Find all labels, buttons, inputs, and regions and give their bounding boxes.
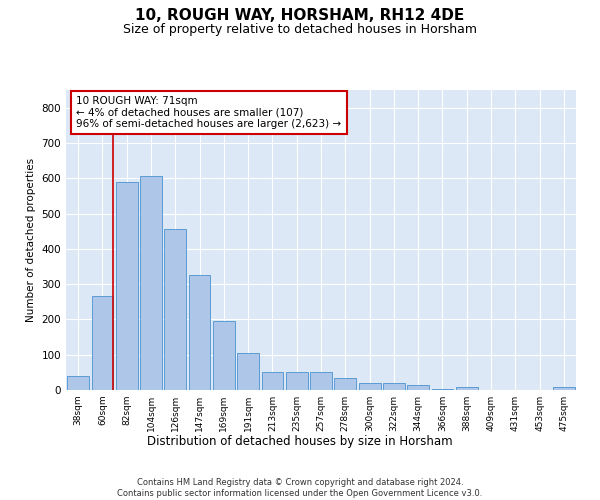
Bar	[262, 372, 283, 390]
Text: 10, ROUGH WAY, HORSHAM, RH12 4DE: 10, ROUGH WAY, HORSHAM, RH12 4DE	[136, 8, 464, 22]
Y-axis label: Number of detached properties: Number of detached properties	[26, 158, 36, 322]
Bar	[431, 389, 454, 390]
Bar	[553, 387, 575, 390]
Bar	[91, 296, 113, 390]
Bar	[407, 384, 429, 390]
Bar	[359, 383, 380, 390]
Bar	[164, 230, 186, 390]
Bar	[116, 182, 137, 390]
Bar	[310, 372, 332, 390]
Bar	[383, 383, 405, 390]
Text: Distribution of detached houses by size in Horsham: Distribution of detached houses by size …	[147, 435, 453, 448]
Bar	[67, 376, 89, 390]
Bar	[334, 378, 356, 390]
Text: 10 ROUGH WAY: 71sqm
← 4% of detached houses are smaller (107)
96% of semi-detach: 10 ROUGH WAY: 71sqm ← 4% of detached hou…	[76, 96, 341, 129]
Text: Size of property relative to detached houses in Horsham: Size of property relative to detached ho…	[123, 22, 477, 36]
Bar	[286, 372, 308, 390]
Bar	[213, 321, 235, 390]
Bar	[140, 176, 162, 390]
Bar	[456, 387, 478, 390]
Bar	[237, 353, 259, 390]
Bar	[188, 276, 211, 390]
Text: Contains HM Land Registry data © Crown copyright and database right 2024.
Contai: Contains HM Land Registry data © Crown c…	[118, 478, 482, 498]
